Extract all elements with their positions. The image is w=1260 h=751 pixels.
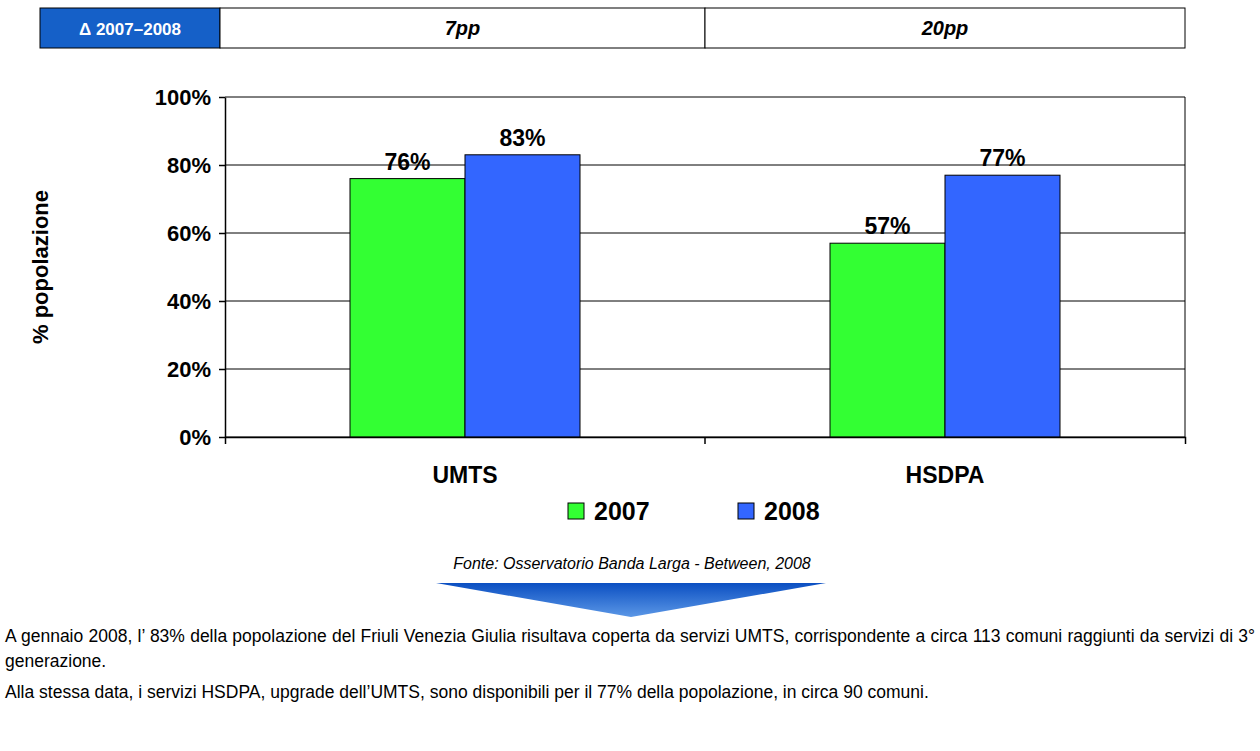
delta-cell — [220, 8, 705, 48]
arrow — [436, 583, 826, 617]
y-tick: 100% — [155, 85, 225, 110]
y-axis-line — [225, 98, 227, 438]
y-tick-mark — [219, 301, 225, 303]
delta-label: 20pp — [921, 17, 969, 39]
legend-swatch — [568, 503, 584, 519]
y-tick: 0% — [179, 425, 225, 450]
y-tick-mark — [219, 369, 225, 371]
delta-label: 7pp — [445, 17, 481, 39]
plot-frame — [1185, 97, 1186, 437]
y-tick-mark — [219, 97, 225, 99]
legend-swatch — [738, 503, 754, 519]
legend-label: 2008 — [764, 497, 820, 525]
x-tick-label: UMTS — [432, 462, 497, 488]
delta-cell — [705, 8, 1185, 48]
bar — [465, 155, 580, 437]
delta-header-cell — [40, 8, 220, 48]
bar — [350, 179, 465, 437]
delta-header: Δ 2007–2008 — [79, 20, 181, 39]
y-tick: 20% — [167, 357, 225, 382]
y-tick: 60% — [167, 221, 225, 246]
legend: 2007 2008 — [568, 497, 820, 525]
y-tick-mark — [219, 233, 225, 235]
grid — [225, 97, 1185, 437]
bars — [350, 155, 1060, 437]
x-tick: UMTS — [432, 437, 497, 488]
y-axis-title: % popolazione — [28, 190, 53, 344]
grid-line — [225, 165, 1185, 166]
data-label: 83% — [499, 125, 545, 151]
y-tick-label: 20% — [167, 357, 211, 382]
y-tick-mark — [219, 165, 225, 167]
data-label: 77% — [979, 145, 1025, 171]
source: Fonte: Osservatorio Banda Larga - Betwee… — [453, 555, 811, 572]
y-tick: 40% — [167, 289, 225, 314]
y-axis: 0% 20% 40% 60% 80% 100% — [155, 85, 226, 450]
delta-table: Δ 2007–2008 7pp 20pp — [40, 8, 1185, 48]
legend-label: 2007 — [594, 497, 650, 525]
x-tick-label: HSDPA — [906, 462, 985, 488]
y-tick-mark — [219, 437, 225, 439]
data-labels: 76% 57% 83% 77% — [384, 125, 1025, 239]
x-axis-line — [226, 438, 1186, 445]
notes: A gennaio 2008, l’ 83% della popolazione… — [5, 624, 1255, 711]
grid-line — [225, 97, 1185, 98]
y-tick-label: 0% — [179, 425, 211, 450]
bar — [830, 243, 945, 437]
y-tick-label: 100% — [155, 85, 211, 110]
x-tick: HSDPA — [906, 437, 985, 488]
y-tick-label: 40% — [167, 289, 211, 314]
bar — [945, 175, 1060, 437]
note: A gennaio 2008, l’ 83% della popolazione… — [5, 624, 1255, 674]
y-tick-label: 80% — [167, 153, 211, 178]
x-axis: UMTS HSDPA — [226, 437, 1186, 488]
y-tick-label: 60% — [167, 221, 211, 246]
note: Alla stessa data, i servizi HSDPA, upgra… — [5, 680, 1255, 705]
y-tick: 80% — [167, 153, 225, 178]
category-separator — [704, 437, 706, 444]
data-label: 57% — [864, 213, 910, 239]
data-label: 76% — [384, 149, 430, 175]
